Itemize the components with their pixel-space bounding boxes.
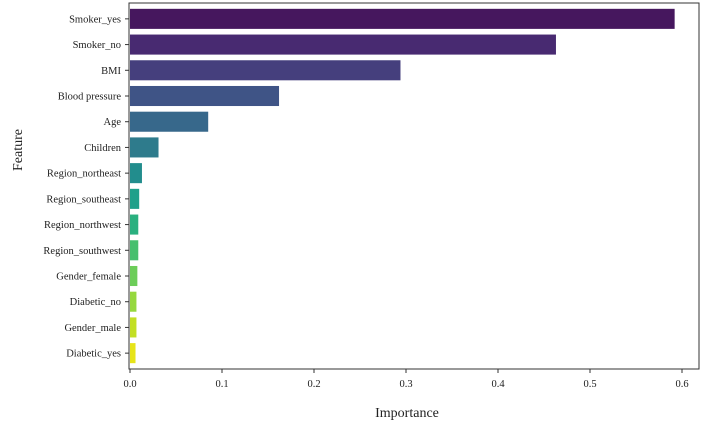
category-label: Age bbox=[104, 117, 122, 128]
bar-smoker-no bbox=[130, 34, 556, 55]
category-label: Region_southwest bbox=[43, 246, 121, 257]
bar-blood-pressure bbox=[130, 85, 280, 107]
category-label: Smoker_no bbox=[73, 40, 121, 51]
bar-children bbox=[130, 137, 159, 158]
bar-gender-male bbox=[130, 317, 137, 338]
x-tick-label: 0.0 bbox=[123, 379, 136, 390]
x-tick-label: 0.5 bbox=[583, 379, 596, 390]
x-tick-label: 0.2 bbox=[307, 379, 320, 390]
category-label: Diabetic_yes bbox=[66, 349, 121, 360]
bars-group bbox=[130, 8, 675, 364]
bar-region-northwest bbox=[130, 214, 139, 235]
x-tick-label: 0.1 bbox=[215, 379, 228, 390]
bar-smoker-yes bbox=[130, 8, 675, 29]
x-ticks: 0.0 0.1 0.2 0.3 0.4 0.5 0.6 bbox=[123, 369, 689, 390]
category-label: Gender_female bbox=[56, 272, 121, 283]
bar-gender-female bbox=[130, 265, 138, 287]
category-label: Diabetic_no bbox=[70, 297, 121, 308]
bar-diabetic-no bbox=[130, 291, 137, 312]
bar-region-southwest bbox=[130, 240, 139, 261]
bar-bmi bbox=[130, 60, 401, 81]
category-label: Region_northeast bbox=[47, 169, 121, 180]
x-tick-label: 0.6 bbox=[675, 379, 688, 390]
category-labels: Smoker_yes Smoker_no BMI Blood pressure Age C… bbox=[43, 14, 129, 360]
category-label: BMI bbox=[101, 66, 121, 77]
category-label: Region_southeast bbox=[46, 194, 121, 205]
x-tick-label: 0.4 bbox=[491, 379, 505, 390]
x-axis-title: Importance bbox=[375, 406, 439, 421]
bar-region-northeast bbox=[130, 163, 142, 184]
y-axis-title: Feature bbox=[11, 129, 26, 171]
category-label: Children bbox=[84, 143, 121, 154]
category-label: Smoker_yes bbox=[69, 14, 121, 25]
bar-diabetic-yes bbox=[130, 343, 136, 364]
category-label: Blood pressure bbox=[58, 92, 122, 103]
bar-age bbox=[130, 111, 209, 132]
category-label: Gender_male bbox=[64, 323, 121, 334]
plot-frame bbox=[128, 2, 700, 370]
x-tick-label: 0.3 bbox=[399, 379, 412, 390]
bar-region-southeast bbox=[130, 188, 140, 209]
category-label: Region_northwest bbox=[44, 220, 121, 231]
